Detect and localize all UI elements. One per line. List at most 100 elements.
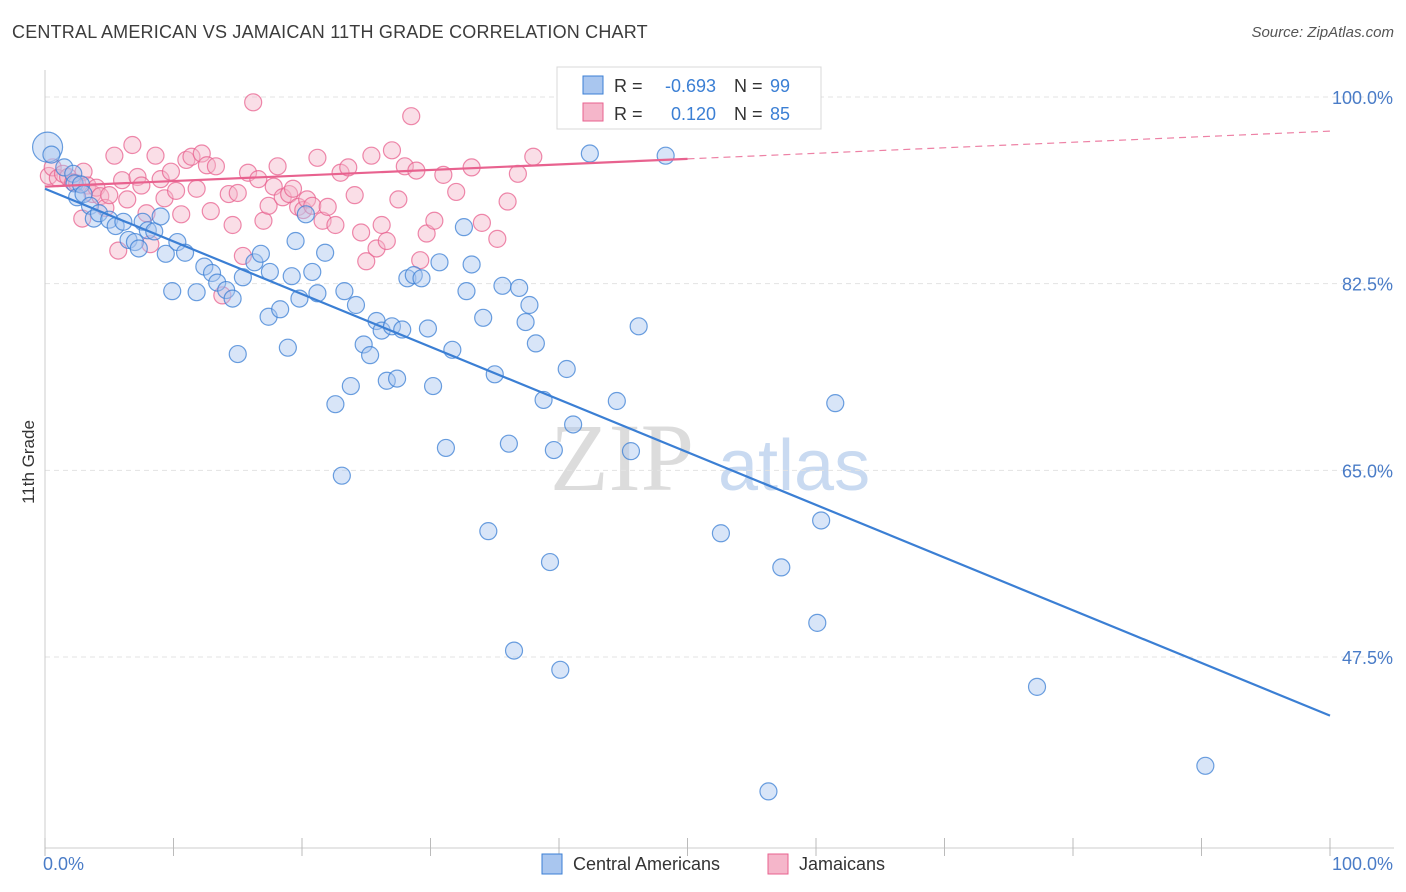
legend-swatch-pink (582, 102, 604, 122)
y-tick-label: 65.0% (1342, 461, 1393, 481)
jamaican-point (118, 190, 137, 209)
jamaican-point (283, 179, 303, 198)
central-american-point (564, 415, 583, 434)
central-american-point (129, 239, 148, 258)
central-american-point (286, 231, 305, 251)
central-american-point (282, 267, 301, 286)
central-american-point (656, 146, 675, 165)
legend-swatch-blue (582, 75, 604, 95)
y-tick-label: 47.5% (1342, 648, 1393, 668)
jamaican-point (166, 181, 186, 200)
central-american-point (346, 295, 366, 315)
central-americans-trend-line (44, 187, 1331, 717)
jamaican-point (132, 176, 151, 195)
jamaican-point (228, 183, 247, 203)
jamaican-point (377, 231, 396, 251)
central-american-point (151, 207, 170, 226)
jamaican-point (524, 147, 543, 166)
central-american-point (457, 282, 476, 301)
jamaican-point (357, 252, 376, 271)
central-american-point (629, 317, 648, 336)
series-legend-label-jamaicans: Jamaicans (799, 854, 885, 874)
central-american-point (296, 205, 315, 224)
central-americans-points (31, 98, 1215, 801)
central-american-point (454, 218, 474, 237)
jamaican-point (187, 179, 206, 198)
central-american-point (278, 338, 297, 357)
central-american-point (772, 558, 791, 577)
jamaican-point (128, 167, 147, 187)
jamaican-point (447, 182, 466, 202)
central-american-point (335, 282, 354, 301)
legend-r-value-2: 0.120 (671, 104, 716, 124)
jamaican-point (105, 146, 124, 165)
tick-labels: 47.5% 65.0% 82.5% 100.0% 0.0% 100.0% (43, 88, 1393, 874)
central-american-point (430, 253, 449, 272)
chart-title: CENTRAL AMERICAN VS JAMAICAN 11TH GRADE … (12, 22, 648, 42)
jamaican-point (367, 239, 386, 258)
series-legend-label-central-americans: Central Americans (573, 854, 720, 874)
jamaican-point (201, 202, 220, 221)
trend-lines (44, 130, 1331, 717)
central-american-point (526, 334, 545, 353)
central-american-point (341, 376, 360, 396)
central-american-point (271, 300, 290, 319)
central-american-point (316, 243, 335, 262)
y-tick-label: 100.0% (1332, 88, 1393, 108)
central-american-point (540, 552, 560, 572)
y-axis-label: 11th Grade (19, 420, 38, 504)
central-american-point (55, 158, 74, 177)
central-american-point (303, 262, 322, 282)
central-american-point (493, 276, 512, 295)
central-american-point (418, 319, 438, 338)
central-american-point (163, 282, 182, 301)
central-american-point (621, 442, 641, 461)
jamaicans-trend-line (44, 157, 688, 188)
central-american-point (436, 438, 456, 458)
legend-r-label-2: R = (614, 104, 643, 124)
jamaican-point (339, 158, 358, 177)
central-american-point (826, 394, 845, 413)
watermark-zip: ZIP (550, 404, 694, 511)
jamaican-point (382, 141, 402, 160)
central-american-point (462, 255, 481, 274)
jamaican-point (362, 146, 381, 165)
jamaican-point (389, 190, 408, 209)
legend-n-label-2: N = (734, 104, 763, 124)
jamaicans-trend-line-extension (687, 130, 1331, 160)
central-american-point (510, 278, 529, 298)
jamaican-point (268, 157, 287, 176)
jamaican-point (318, 197, 337, 216)
jamaican-point (402, 107, 421, 126)
jamaican-point (233, 246, 252, 266)
central-american-point (516, 312, 535, 332)
jamaican-point (123, 135, 142, 155)
jamaican-point (161, 162, 181, 181)
jamaican-point (182, 147, 201, 166)
central-american-point (580, 144, 599, 163)
jamaican-point (326, 215, 345, 235)
jamaican-point (472, 213, 491, 232)
jamaican-point (425, 211, 444, 230)
jamaican-point (345, 186, 364, 205)
central-american-point (551, 660, 570, 679)
central-american-point (202, 263, 222, 283)
central-american-point (1027, 677, 1047, 696)
watermark: ZIP atlas (550, 404, 870, 511)
jamaican-point (244, 93, 263, 112)
y-tick-label: 82.5% (1342, 275, 1393, 295)
jamaican-point (372, 215, 391, 235)
central-american-point (544, 440, 563, 460)
legend-n-value-1: 99 (770, 76, 790, 96)
series-legend-swatch-pink (767, 853, 789, 875)
central-american-point (557, 359, 576, 379)
series-legend: Central Americans Jamaicans (541, 853, 885, 875)
jamaican-point (223, 215, 242, 235)
central-american-point (156, 244, 175, 263)
central-american-point (228, 344, 247, 364)
central-american-point (479, 522, 498, 541)
central-american-point (84, 209, 103, 228)
central-american-point (354, 335, 373, 354)
jamaican-point (100, 186, 119, 205)
